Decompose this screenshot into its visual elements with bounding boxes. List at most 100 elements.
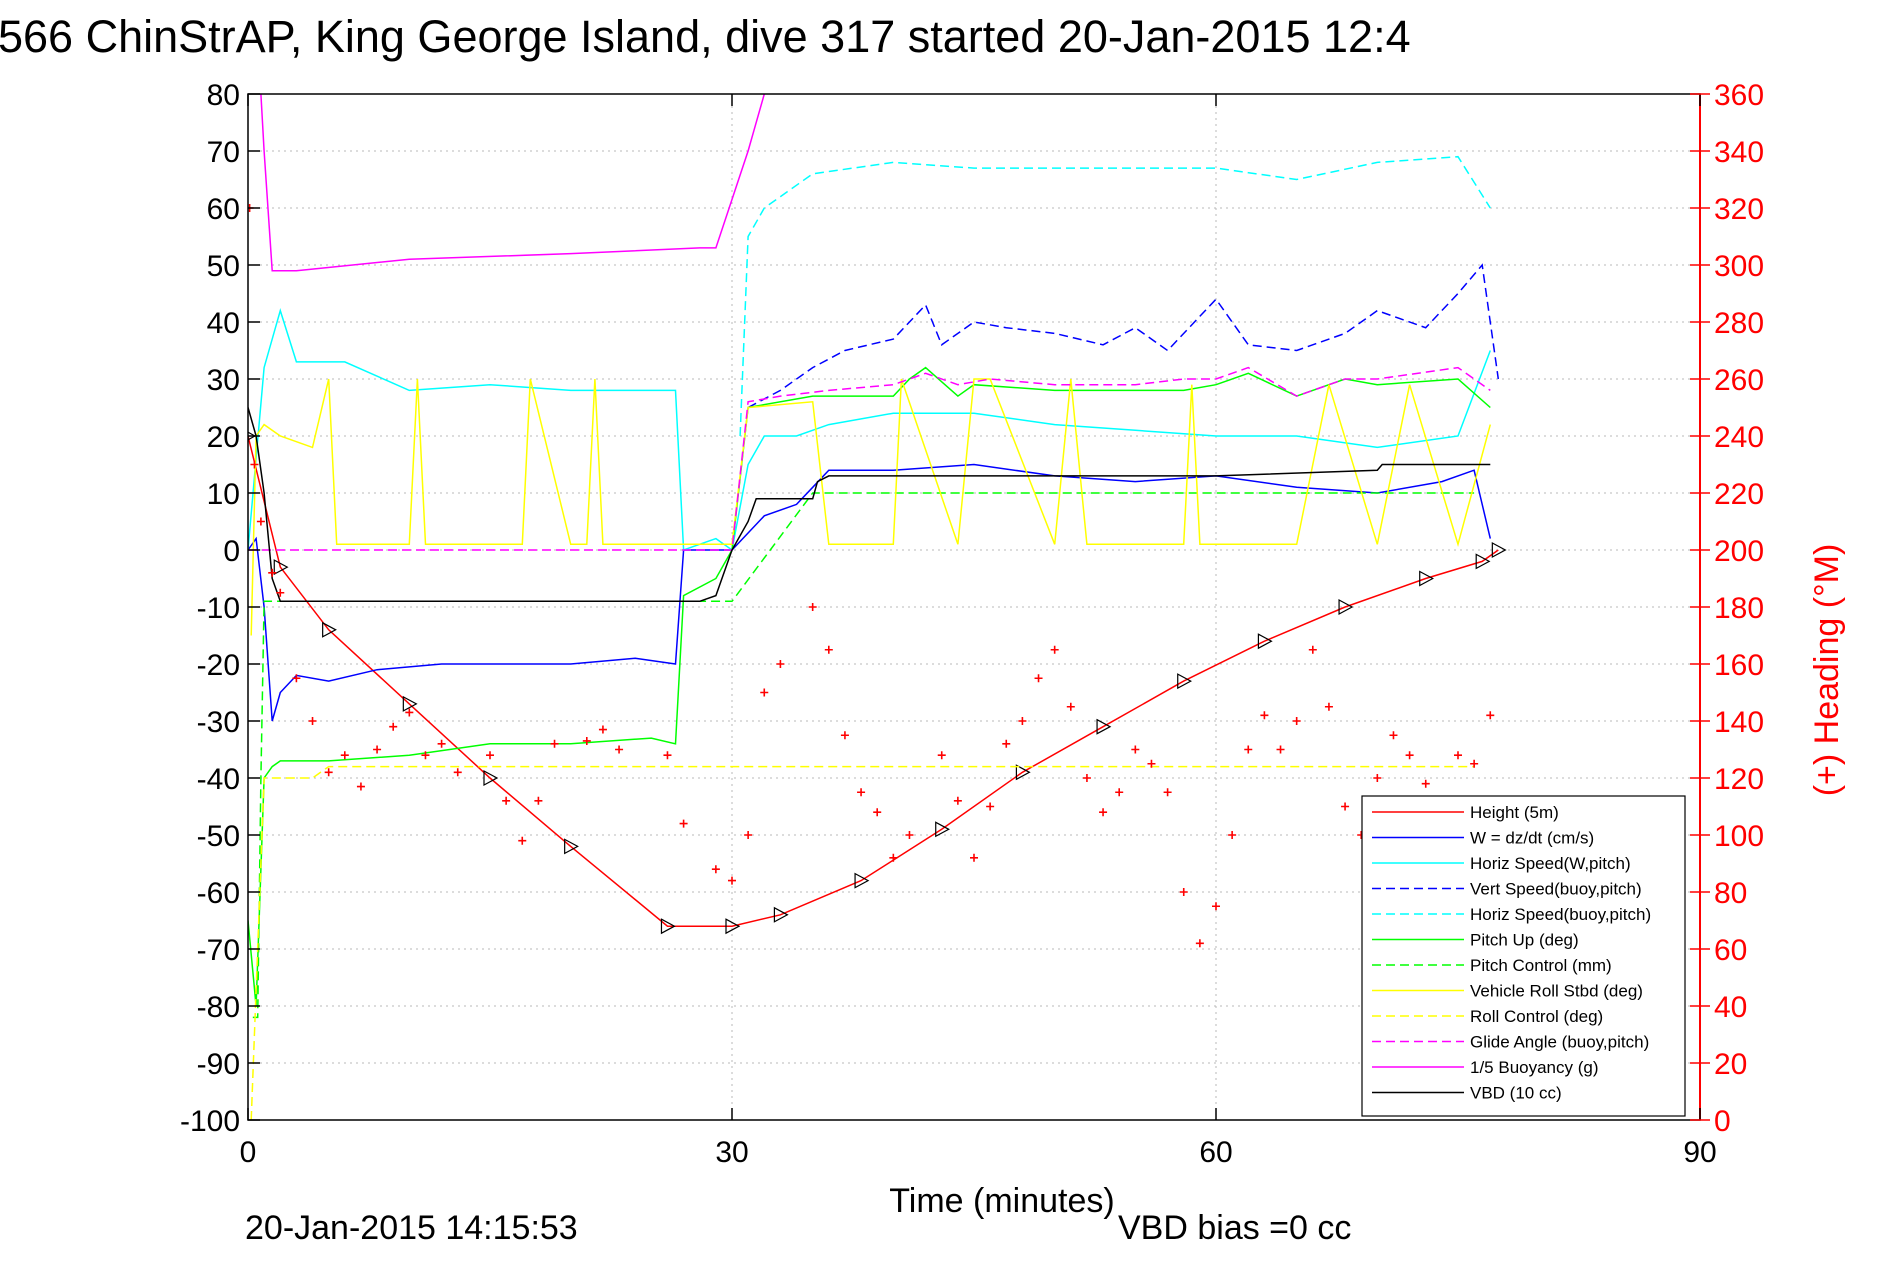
heading-point <box>502 796 511 805</box>
x-tick-label: 90 <box>1683 1136 1716 1169</box>
series <box>248 431 1507 935</box>
legend: Height (5m) W = dz/dt (cm/s) Horiz Speed(W… <box>1361 795 1686 1117</box>
y-tick-label-left: -20 <box>197 649 240 682</box>
heading-point <box>953 796 962 805</box>
heading-point <box>276 588 285 597</box>
heading-point <box>1018 717 1027 725</box>
y-tick-label-right: 60 <box>1714 934 1747 967</box>
heading-point <box>808 603 817 611</box>
x-tick-label: 30 <box>715 1136 748 1169</box>
y-tick-label-right: 300 <box>1714 250 1764 283</box>
heading-point <box>728 876 736 885</box>
legend-box <box>1361 795 1686 1117</box>
heading-point <box>1163 788 1172 797</box>
series-layer <box>248 94 1507 1120</box>
series <box>248 204 1495 948</box>
heading-point <box>453 768 462 777</box>
heading-point <box>1454 751 1462 760</box>
y-tick-label-left: -60 <box>197 877 240 910</box>
y-tick-label-left: 20 <box>207 421 240 454</box>
series <box>248 366 1491 1007</box>
y-tick-label-right: 40 <box>1714 991 1747 1024</box>
series <box>248 366 1491 551</box>
heading-point <box>937 751 946 760</box>
height-marker <box>483 769 499 787</box>
series-line <box>739 155 1491 437</box>
heading-point <box>1308 645 1317 654</box>
heading-point <box>598 725 607 734</box>
y-tick-label-right: 260 <box>1714 364 1764 397</box>
y-tick-label-left: -30 <box>197 706 240 739</box>
heading-point <box>1066 702 1075 711</box>
heading-point <box>1373 774 1382 782</box>
heading-point <box>744 831 753 839</box>
height-marker <box>273 559 289 576</box>
height-marker <box>1491 541 1507 559</box>
y-tick-label-left: 40 <box>207 307 240 340</box>
y-tick-label-right: 20 <box>1714 1048 1747 1081</box>
legend-entry: Glide Angle (buoy,pitch) <box>1470 1033 1649 1052</box>
height-marker <box>1096 718 1112 735</box>
heading-point <box>679 819 688 828</box>
series <box>248 407 1491 603</box>
heading-point <box>373 745 382 754</box>
height-marker <box>660 918 676 935</box>
series-line <box>248 435 1499 927</box>
series <box>739 155 1491 437</box>
y-tick-label-right: 180 <box>1714 592 1764 625</box>
heading-point <box>534 796 543 805</box>
y-tick-label-left: 60 <box>207 193 240 226</box>
heading-point <box>711 865 720 874</box>
heading-point <box>550 739 559 748</box>
heading-point <box>1292 717 1301 725</box>
heading-point <box>1082 774 1091 782</box>
x-axis-label: Time (minutes) <box>889 1182 1114 1220</box>
y-tick-label-left: 10 <box>207 478 240 511</box>
heading-point <box>970 853 978 862</box>
heading-point <box>1147 759 1156 768</box>
series <box>248 463 1492 722</box>
heading-point <box>824 645 833 654</box>
series <box>248 307 1492 552</box>
series-line <box>248 366 1491 551</box>
height-marker <box>1257 633 1273 650</box>
legend-entry: VBD (10 cc) <box>1470 1084 1562 1103</box>
y-tick-label-left: -10 <box>197 592 240 625</box>
legend-entry: Horiz Speed(W,pitch) <box>1470 854 1631 873</box>
legend-entry: Roll Control (deg) <box>1470 1007 1603 1026</box>
y-tick-label-right: 120 <box>1714 763 1764 796</box>
series-line <box>248 366 1491 1007</box>
heading-point <box>1179 888 1188 896</box>
y-tick-label-right: 100 <box>1714 820 1764 853</box>
height-marker <box>854 872 870 889</box>
heading-point <box>308 717 317 725</box>
height-marker <box>564 838 579 855</box>
heading-point <box>1324 702 1333 711</box>
heading-point <box>256 517 265 526</box>
heading-point <box>486 751 494 760</box>
heading-point <box>840 731 849 740</box>
height-marker <box>402 695 418 712</box>
footer-vbd-bias: VBD bias =0 cc <box>1118 1209 1351 1247</box>
height-marker <box>1177 673 1192 690</box>
y-tick-label-right: 280 <box>1714 307 1764 340</box>
y-tick-label-left: 30 <box>207 364 240 397</box>
heading-point <box>250 460 259 469</box>
heading-point <box>1228 831 1237 839</box>
height-marker <box>1419 570 1434 587</box>
heading-point <box>1034 674 1043 683</box>
heading-point <box>905 831 914 839</box>
y-tick-label-left: 50 <box>207 250 240 283</box>
series-line <box>248 463 1492 722</box>
y-tick-label-left: -100 <box>180 1105 240 1138</box>
heading-point <box>615 745 624 754</box>
series-line <box>248 307 1492 552</box>
y-tick-label-right: 240 <box>1714 421 1764 454</box>
series-line <box>250 378 1492 636</box>
y-tick-label-left: -90 <box>197 1048 240 1081</box>
heading-point <box>1276 745 1285 754</box>
y-tick-label-left: -50 <box>197 820 240 853</box>
heading-point <box>405 708 414 717</box>
